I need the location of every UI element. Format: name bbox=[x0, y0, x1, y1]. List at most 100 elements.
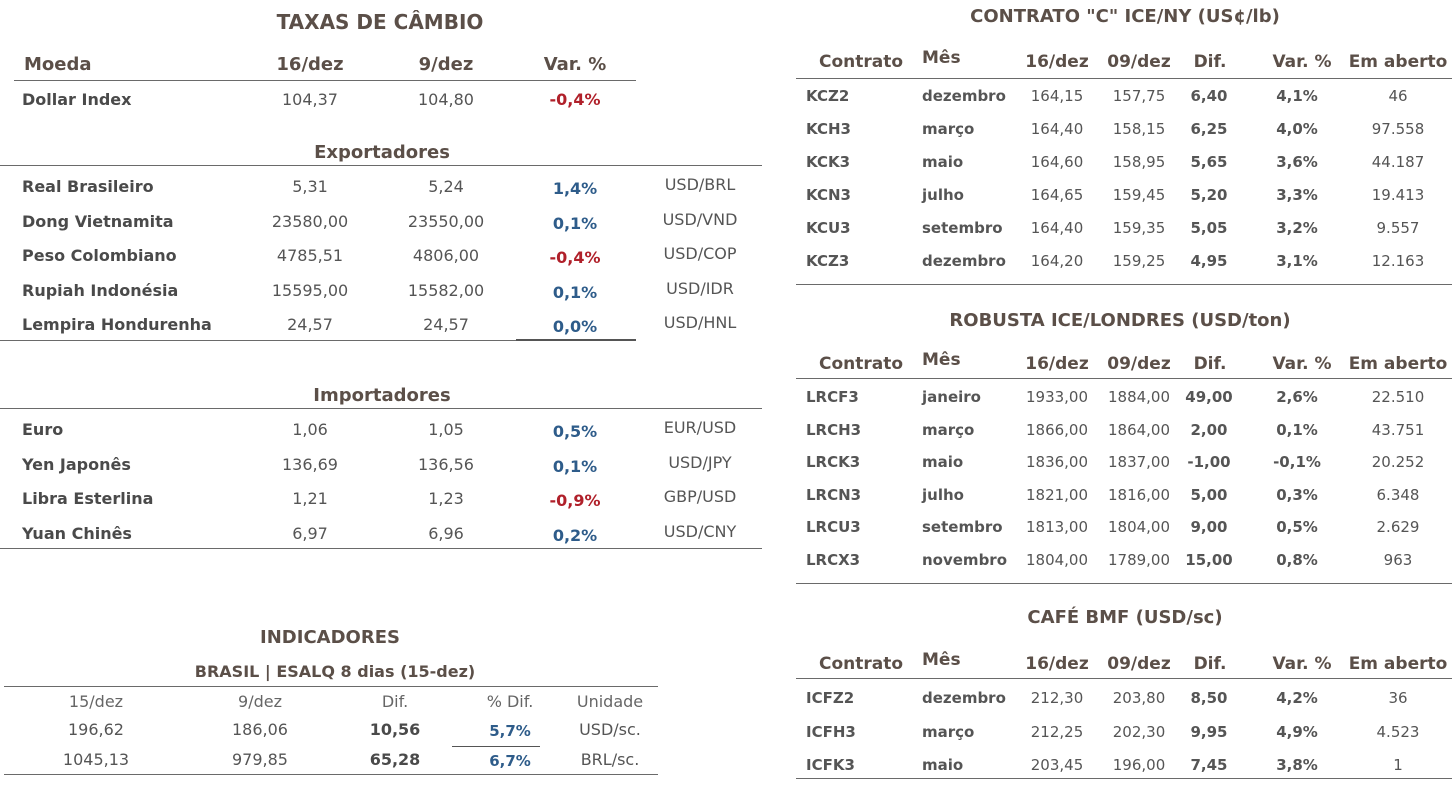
bmf-header-0: Contrato bbox=[818, 654, 904, 674]
robusta-row-dif: 2,00 bbox=[1190, 420, 1228, 439]
robusta-row-v1: 1866,00 bbox=[1025, 420, 1089, 439]
robusta-row-c: LRCN3 bbox=[806, 485, 862, 504]
fx-header-moeda: Moeda bbox=[24, 54, 92, 75]
ice_ny-row-v1: 164,65 bbox=[1030, 186, 1084, 204]
fx-row-v2: 5,24 bbox=[428, 177, 464, 196]
ice_ny-row-v1: 164,40 bbox=[1030, 120, 1084, 138]
robusta-header-6: Em aberto bbox=[1348, 354, 1448, 374]
fx-row-pair: USD/BRL bbox=[664, 175, 736, 194]
dollar-index-label: Dollar Index bbox=[22, 90, 132, 109]
robusta-row-open: 963 bbox=[1383, 551, 1413, 569]
dollar-index-var: -0,4% bbox=[549, 90, 601, 109]
bmf-row-open: 36 bbox=[1388, 689, 1408, 707]
importadores-bottom-rule bbox=[0, 548, 762, 549]
bmf-header-6: Em aberto bbox=[1348, 654, 1448, 674]
ind-header-dif: Dif. bbox=[381, 692, 409, 711]
bmf-row-v1: 212,30 bbox=[1030, 689, 1084, 707]
robusta-row-v2: 1804,00 bbox=[1107, 518, 1171, 537]
fx-row-pair: USD/IDR bbox=[666, 278, 734, 298]
bmf-row-v1: 203,45 bbox=[1030, 756, 1084, 774]
ice_ny-row-m: março bbox=[922, 120, 975, 138]
robusta-header-2: 16/dez bbox=[1025, 354, 1089, 374]
ice_ny-row-c: KCK3 bbox=[806, 153, 851, 171]
ice_ny-header-3: 09/dez bbox=[1107, 52, 1171, 72]
robusta-header-0: Contrato bbox=[818, 354, 904, 374]
robusta-row-dif: 5,00 bbox=[1190, 485, 1228, 504]
fx-row-v2: 24,57 bbox=[423, 315, 469, 334]
fx-row-v1: 136,69 bbox=[282, 454, 338, 474]
bmf-row-var: 4,2% bbox=[1276, 689, 1318, 707]
robusta-header-3: 09/dez bbox=[1107, 354, 1171, 374]
ice_ny-row-m: dezembro bbox=[922, 87, 1006, 105]
fx-row-pair: EUR/USD bbox=[663, 418, 737, 437]
fx-row-var: 0,1% bbox=[552, 282, 598, 302]
ice_ny-row-v1: 164,60 bbox=[1030, 153, 1084, 171]
ice_ny-bottom-rule bbox=[796, 284, 1452, 285]
indicadores-title: INDICADORES bbox=[260, 627, 400, 648]
fx-header-date1: 16/dez bbox=[276, 54, 344, 75]
fx-row-v1: 5,31 bbox=[292, 177, 328, 196]
bmf-row-v2: 196,00 bbox=[1112, 756, 1166, 774]
ice_ny-header-1: Mês bbox=[922, 48, 961, 68]
ice-ny-title: CONTRATO "C" ICE/NY (US¢/lb) bbox=[970, 6, 1280, 27]
ind-row-pct: 5,7% bbox=[489, 722, 531, 740]
robusta-row-open: 20.252 bbox=[1371, 453, 1425, 472]
bmf-row-m: dezembro bbox=[922, 689, 1006, 707]
fx-row-v1: 1,06 bbox=[292, 420, 328, 439]
robusta-row-v2: 1789,00 bbox=[1107, 551, 1171, 569]
ice_ny-row-dif: 6,40 bbox=[1190, 87, 1228, 105]
robusta-row-var: 2,6% bbox=[1276, 388, 1318, 406]
fx-row-var: 0,0% bbox=[552, 317, 598, 336]
fx-header-date2: 9/dez bbox=[418, 54, 474, 75]
robusta-row-v1: 1813,00 bbox=[1025, 518, 1089, 537]
robusta-row-c: LRCF3 bbox=[806, 388, 859, 406]
fx-row-var: -0,9% bbox=[549, 491, 601, 510]
indicadores-accent bbox=[452, 746, 540, 747]
fx-row-v2: 6,96 bbox=[428, 523, 464, 543]
ice_ny-row-var: 3,6% bbox=[1276, 153, 1318, 171]
dollar-index-v2: 104,80 bbox=[418, 90, 474, 109]
bmf-row-c: ICFZ2 bbox=[806, 689, 855, 707]
ice_ny-row-var: 4,0% bbox=[1276, 120, 1318, 138]
robusta-row-m: julho bbox=[922, 485, 964, 504]
ice_ny-row-dif: 5,20 bbox=[1190, 186, 1228, 204]
ind-header-unit: Unidade bbox=[576, 692, 644, 711]
ice_ny-row-open: 44.187 bbox=[1371, 153, 1425, 171]
fx-title: TAXAS DE CÂMBIO bbox=[276, 10, 484, 34]
bmf-row-open: 1 bbox=[1393, 756, 1403, 774]
robusta-row-open: 2.629 bbox=[1376, 518, 1420, 537]
fx-row-v2: 1,23 bbox=[428, 489, 464, 508]
importadores-title: Importadores bbox=[313, 385, 451, 406]
fx-row-var: 1,4% bbox=[552, 179, 598, 198]
robusta-row-m: março bbox=[922, 420, 975, 439]
bmf-row-v2: 203,80 bbox=[1112, 689, 1166, 707]
exportadores-rule bbox=[0, 165, 762, 166]
bmf-row-dif: 9,95 bbox=[1190, 722, 1228, 741]
robusta-header-rule bbox=[796, 378, 1452, 379]
ice_ny-row-dif: 4,95 bbox=[1190, 252, 1228, 270]
robusta-row-v2: 1884,00 bbox=[1107, 388, 1171, 406]
ind-header-d1: 15/dez bbox=[68, 692, 124, 711]
ice_ny-row-m: dezembro bbox=[922, 252, 1006, 270]
indicadores-rule bbox=[4, 686, 658, 687]
bmf-bottom-rule bbox=[796, 778, 1452, 779]
ice_ny-row-m: setembro bbox=[922, 219, 1003, 237]
ind-header-d2: 9/dez bbox=[238, 692, 282, 711]
bmf-header-5: Var. % bbox=[1272, 654, 1332, 674]
ice_ny-header-5: Var. % bbox=[1272, 52, 1332, 72]
ind-row-unit: BRL/sc. bbox=[580, 750, 640, 769]
fx-row-v1: 24,57 bbox=[287, 315, 333, 334]
ice_ny-row-c: KCU3 bbox=[806, 219, 851, 237]
fx-row-v2: 136,56 bbox=[418, 454, 474, 474]
robusta-row-c: LRCU3 bbox=[806, 518, 861, 537]
ind-row-dif: 65,28 bbox=[369, 750, 421, 769]
indicadores-bottom-rule bbox=[4, 774, 658, 775]
ice_ny-row-var: 3,2% bbox=[1276, 219, 1318, 237]
ice_ny-header-2: 16/dez bbox=[1025, 52, 1089, 72]
fx-row-v2: 23550,00 bbox=[407, 211, 485, 231]
robusta-row-open: 6.348 bbox=[1376, 485, 1420, 504]
fx-row-v2: 4806,00 bbox=[412, 246, 480, 265]
ice_ny-row-var: 3,1% bbox=[1276, 252, 1318, 270]
ice_ny-row-open: 19.413 bbox=[1371, 186, 1425, 204]
dollar-index-v1: 104,37 bbox=[282, 90, 338, 109]
